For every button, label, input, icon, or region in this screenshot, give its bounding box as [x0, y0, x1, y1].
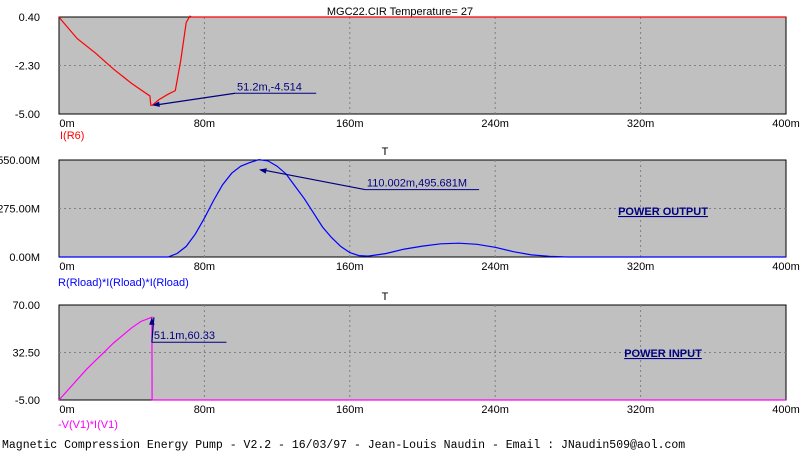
x-axis-label: T — [382, 146, 389, 158]
x-tick-label: 80m — [194, 118, 215, 130]
annotation-arrow — [151, 317, 155, 343]
trace-label: I(R6) — [60, 130, 84, 142]
panel-1: 0m 80m 160m 240m 320m 400m 0.40 -2.30 -5.00 I(R6)… — [15, 12, 800, 142]
panel-background — [58, 16, 787, 115]
trace-label: -V(V1)*I(V1) — [58, 419, 118, 431]
chart-title: MGC22.CIR Temperature= 27 — [327, 6, 473, 18]
x-tick-label: 80m — [194, 261, 215, 273]
y-tick-label: 0.40 — [19, 12, 40, 24]
y-tick-label: -5.00 — [15, 395, 40, 407]
annotation-arrowhead — [258, 168, 267, 174]
y-tick-label: 0.00M — [9, 252, 40, 264]
panel-3: 0m 80m 160m 240m 320m 400m 70.00 32.50 -5.00 -V(V… — [12, 291, 799, 431]
panel-2: 0m 80m 160m 240m 320m 400m 550.00M 275.00M 0.00M… — [0, 146, 800, 289]
x-tick-label: 0m — [59, 404, 74, 416]
annotation-arrow — [260, 168, 366, 191]
x-tick-label: 160m — [336, 118, 364, 130]
footer-caption: Magnetic Compression Energy Pump - V2.2 … — [2, 439, 686, 452]
series-line — [59, 158, 786, 258]
x-tick-label: 240m — [481, 404, 509, 416]
x-axis-label: T — [382, 291, 389, 303]
series-line — [58, 316, 786, 401]
x-tick-label: 0m — [59, 261, 74, 273]
x-tick-label: 400m — [772, 261, 800, 273]
overlay-label: POWER INPUT — [624, 348, 702, 360]
x-tick-label: 320m — [627, 118, 655, 130]
y-tick-label: 32.50 — [12, 348, 40, 360]
x-tick-label: 160m — [336, 261, 364, 273]
y-tick-label: 275.00M — [0, 204, 40, 216]
x-tick-label: 0m — [59, 118, 74, 130]
y-tick-label: -2.30 — [15, 61, 40, 73]
y-tick-label: -5.00 — [15, 109, 40, 121]
annotation-arrow — [153, 92, 236, 106]
annotation-label: 110.002m,495.681M — [367, 178, 467, 190]
x-tick-label: 320m — [627, 261, 655, 273]
y-tick-label: 550.00M — [0, 155, 40, 167]
x-tick-label: 400m — [772, 118, 800, 130]
series-line — [58, 15, 786, 106]
overlay-label: POWER OUTPUT — [618, 206, 708, 218]
annotation-arrowhead — [152, 101, 160, 107]
trace-label: R(Rload)*I(Rload)*I(Rload) — [58, 277, 189, 289]
x-tick-label: 160m — [336, 404, 364, 416]
y-tick-label: 70.00 — [12, 300, 40, 312]
x-tick-label: 80m — [194, 404, 215, 416]
annotation-arrowhead — [149, 317, 155, 325]
x-tick-label: 400m — [772, 404, 800, 416]
x-tick-label: 240m — [481, 118, 509, 130]
x-tick-label: 240m — [481, 261, 509, 273]
annotation-label: 51.2m,-4.514 — [237, 81, 302, 93]
annotation-label: 51.1m,60.33 — [154, 330, 215, 342]
x-tick-label: 320m — [627, 404, 655, 416]
